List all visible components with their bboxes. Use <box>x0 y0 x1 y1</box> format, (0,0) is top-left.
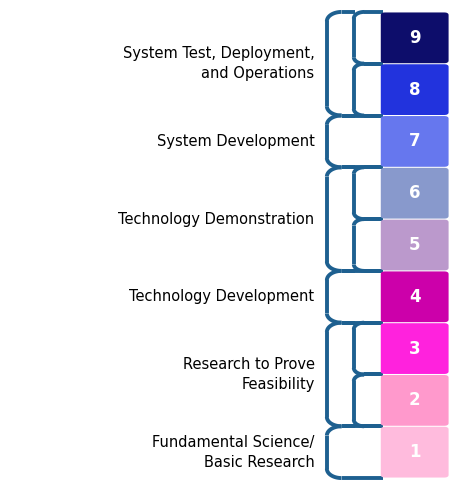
Text: 6: 6 <box>409 184 420 202</box>
Text: Fundamental Science/
Basic Research: Fundamental Science/ Basic Research <box>152 435 315 469</box>
Text: 8: 8 <box>409 81 420 98</box>
Text: Technology Development: Technology Development <box>129 289 315 304</box>
Text: Research to Prove
Feasibility: Research to Prove Feasibility <box>182 357 315 392</box>
Text: 9: 9 <box>409 29 420 47</box>
Text: 7: 7 <box>409 132 420 150</box>
FancyBboxPatch shape <box>381 427 448 478</box>
Text: 1: 1 <box>409 443 420 461</box>
FancyBboxPatch shape <box>381 12 448 63</box>
FancyBboxPatch shape <box>381 220 448 270</box>
Text: Technology Demonstration: Technology Demonstration <box>118 212 315 226</box>
FancyBboxPatch shape <box>381 271 448 322</box>
Text: System Development: System Development <box>157 134 315 149</box>
FancyBboxPatch shape <box>381 168 448 219</box>
Text: 2: 2 <box>409 392 420 409</box>
Text: 3: 3 <box>409 340 420 358</box>
Text: 5: 5 <box>409 236 420 254</box>
FancyBboxPatch shape <box>381 323 448 374</box>
FancyBboxPatch shape <box>381 64 448 115</box>
FancyBboxPatch shape <box>381 116 448 167</box>
Text: 4: 4 <box>409 288 420 306</box>
Text: System Test, Deployment,
and Operations: System Test, Deployment, and Operations <box>123 47 315 81</box>
FancyBboxPatch shape <box>381 375 448 426</box>
